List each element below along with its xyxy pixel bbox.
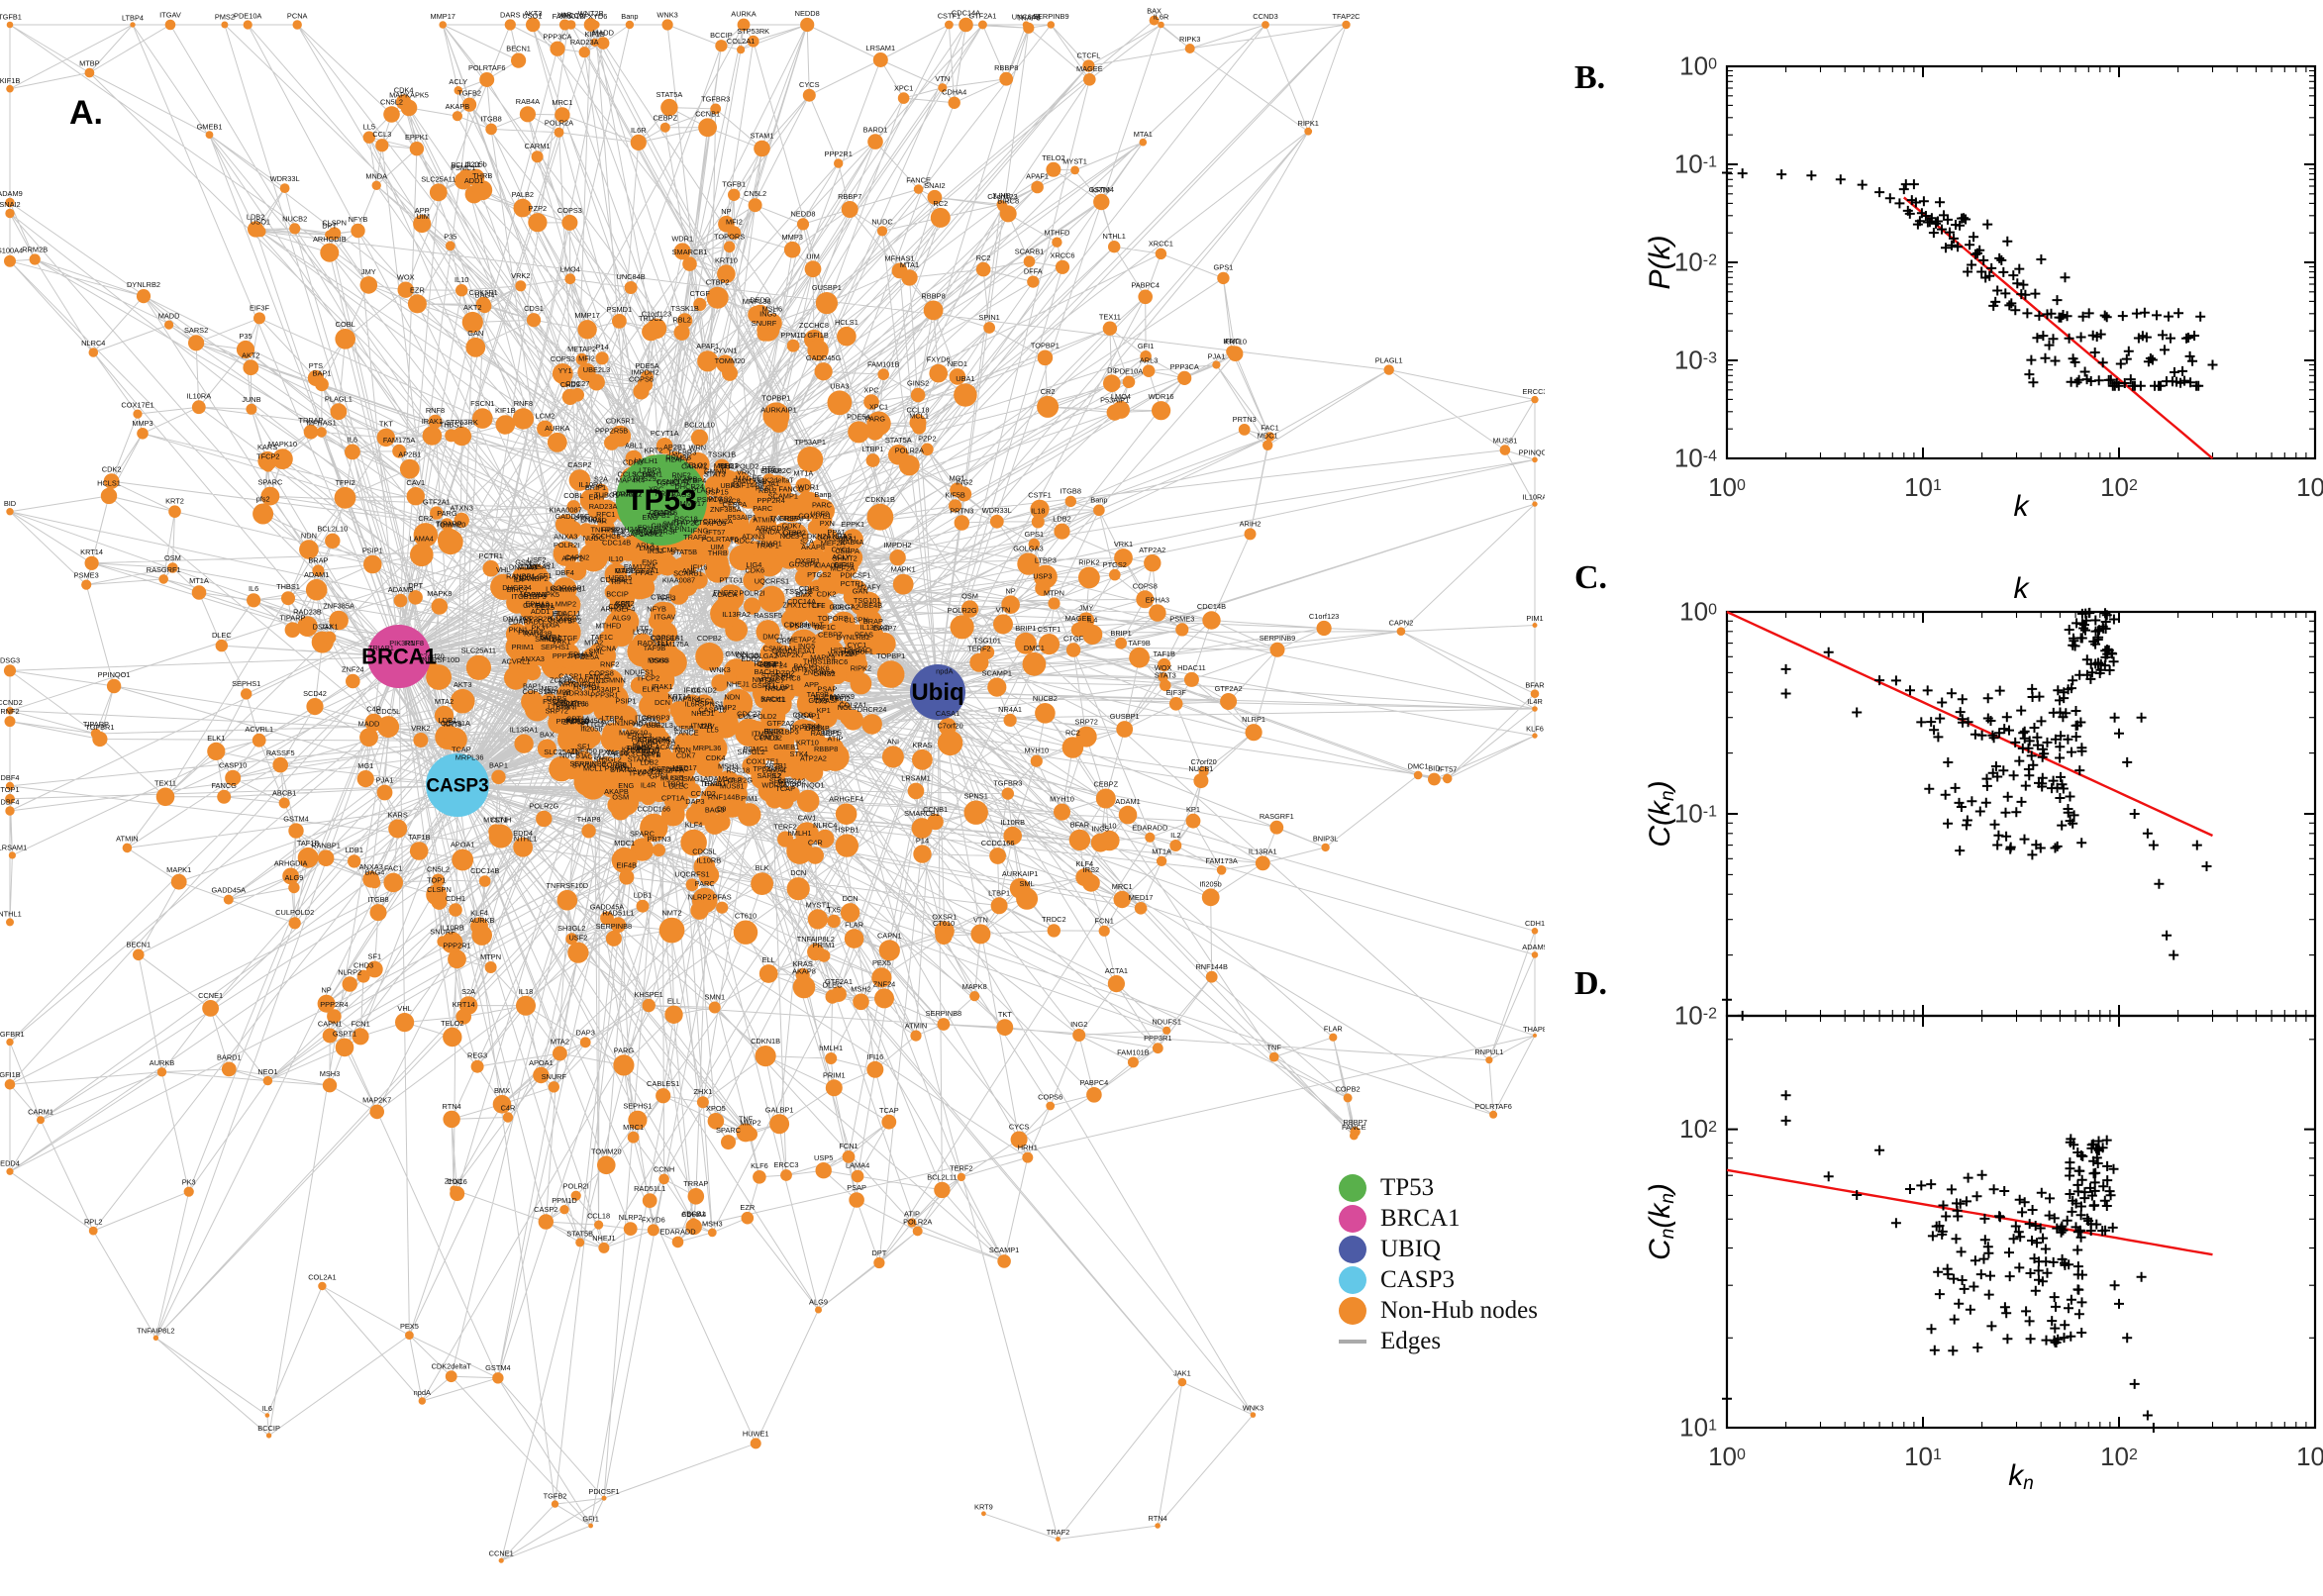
svg-text:10-1: 10-1	[1674, 149, 1717, 178]
svg-text:103: 103	[2296, 472, 2323, 502]
svg-text:10-3: 10-3	[1674, 345, 1717, 374]
svg-text:10-4: 10-4	[1674, 443, 1717, 472]
svg-text:100: 100	[1708, 1442, 1746, 1471]
svg-text:102: 102	[1679, 1114, 1717, 1144]
svg-text:k: k	[2014, 572, 2031, 605]
svg-text:Cn(kn): Cn(kn)	[1644, 1183, 1678, 1260]
svg-text:102: 102	[2100, 472, 2138, 502]
svg-text:10-1: 10-1	[1674, 798, 1717, 828]
svg-text:100: 100	[1708, 472, 1746, 502]
svg-text:kn: kn	[2008, 1459, 2034, 1494]
svg-text:100: 100	[1679, 596, 1717, 626]
svg-text:102: 102	[2100, 1442, 2138, 1471]
svg-text:103: 103	[2296, 1442, 2323, 1471]
svg-text:C(kn): C(kn)	[1644, 780, 1678, 847]
svg-text:k: k	[2014, 490, 2031, 523]
svg-text:101: 101	[1904, 1442, 1942, 1471]
svg-text:10-2: 10-2	[1674, 247, 1717, 276]
svg-text:10-2: 10-2	[1674, 1000, 1717, 1030]
svg-text:101: 101	[1679, 1412, 1717, 1442]
svg-text:101: 101	[1904, 472, 1942, 502]
svg-text:P(k): P(k)	[1644, 236, 1676, 290]
svg-text:100: 100	[1679, 50, 1717, 80]
